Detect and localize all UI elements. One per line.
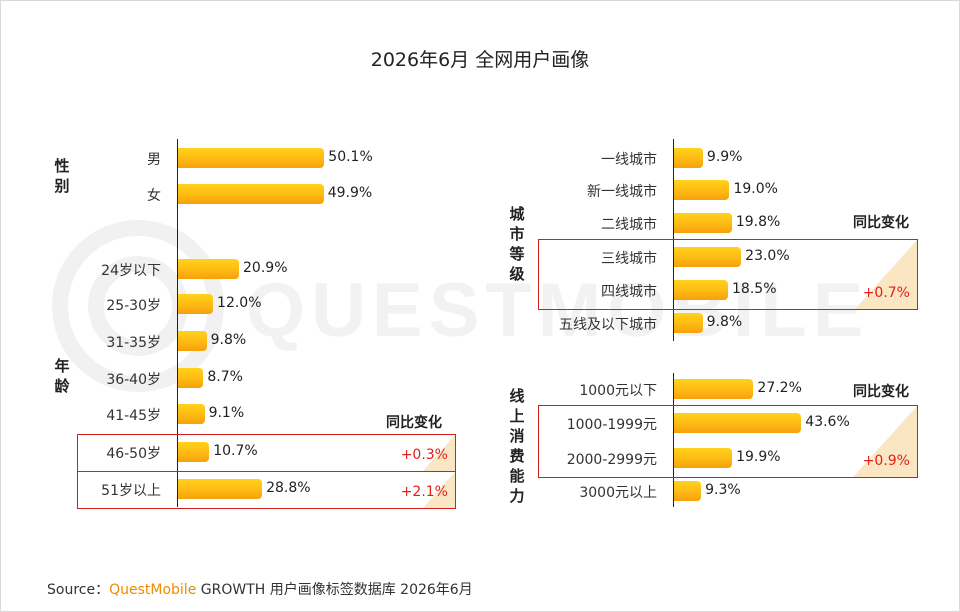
bar-label: 31-35岁 <box>106 335 161 351</box>
bar-label: 一线城市 <box>601 152 657 168</box>
value-label: 10.7% <box>213 443 258 459</box>
bar <box>178 442 210 462</box>
yoy-change: +0.7% <box>862 285 910 301</box>
yoy-header: 同比变化 <box>386 415 442 431</box>
value-label: 12.0% <box>217 295 262 311</box>
bar <box>178 294 214 314</box>
highlight-corner <box>853 406 917 477</box>
bar-label: 1000-1999元 <box>566 417 657 433</box>
value-label: 19.8% <box>735 214 781 230</box>
category-title: 线上消费能力 <box>509 387 525 505</box>
value-label: 18.5% <box>732 281 777 297</box>
value-label: 9.3% <box>705 482 741 498</box>
bar-label: 三线城市 <box>601 251 657 267</box>
highlight-box <box>77 471 456 509</box>
bar-label: 新一线城市 <box>587 184 657 200</box>
value-label: 9.8% <box>706 314 743 330</box>
bar <box>674 247 742 267</box>
bar-label: 24岁以下 <box>101 263 161 279</box>
highlight-corner <box>423 472 455 508</box>
bar <box>178 148 325 168</box>
category-title: 年龄 <box>54 357 70 395</box>
bar <box>674 213 732 233</box>
yoy-change: +0.9% <box>862 453 910 469</box>
bar <box>674 280 729 300</box>
value-label: 9.9% <box>706 149 743 165</box>
bar-label: 46-50岁 <box>106 446 161 462</box>
value-label: 50.1% <box>328 149 373 165</box>
bar <box>178 331 207 351</box>
bar-label: 女 <box>147 188 161 204</box>
bar-label: 二线城市 <box>601 217 657 233</box>
bar <box>178 259 240 279</box>
value-label: 43.6% <box>805 414 850 430</box>
source-brand: QuestMobile <box>109 582 197 598</box>
source-prefix: Source： <box>47 582 110 598</box>
bar <box>178 184 324 204</box>
bar <box>178 404 205 424</box>
bar-label: 25-30岁 <box>106 298 161 314</box>
value-label: 19.0% <box>733 181 778 197</box>
bar <box>178 479 263 499</box>
value-label: 20.9% <box>243 260 288 276</box>
value-label: 27.2% <box>757 380 802 396</box>
bar <box>674 481 702 501</box>
source-rest: GROWTH 用户画像标签数据库 2026年6月 <box>196 582 473 598</box>
bar-label: 3000元以上 <box>579 485 657 501</box>
value-label: 8.7% <box>207 369 243 385</box>
bar-label: 五线及以下城市 <box>559 317 657 333</box>
yoy-change: +2.1% <box>400 484 448 500</box>
bar <box>178 368 204 388</box>
bar <box>674 413 802 433</box>
bar <box>674 379 754 399</box>
axis-line <box>673 139 674 341</box>
bar-label: 51岁以上 <box>101 483 161 499</box>
value-label: 49.9% <box>327 185 373 201</box>
value-label: 9.1% <box>208 405 245 421</box>
bar-label: 1000元以下 <box>579 383 657 399</box>
highlight-corner <box>855 240 917 309</box>
yoy-header: 同比变化 <box>853 215 909 231</box>
bar-label: 41-45岁 <box>106 408 161 424</box>
bar-label: 男 <box>147 152 161 168</box>
bar <box>674 448 733 468</box>
bar-label: 2000-2999元 <box>566 452 657 468</box>
bar-label: 四线城市 <box>601 284 657 300</box>
source-note: Source：QuestMobile GROWTH 用户画像标签数据库 2026… <box>47 579 473 599</box>
highlight-box <box>538 239 918 310</box>
bar <box>674 180 730 200</box>
value-label: 9.8% <box>210 332 247 348</box>
highlight-corner <box>423 435 455 471</box>
category-title: 城市等级 <box>509 205 525 283</box>
yoy-header: 同比变化 <box>853 384 909 400</box>
chart-title: 2026年6月 全网用户画像 <box>370 49 590 71</box>
axis-line <box>177 139 178 507</box>
category-title: 性别 <box>54 157 70 195</box>
value-label: 28.8% <box>266 480 311 496</box>
yoy-change: +0.3% <box>400 447 448 463</box>
axis-line <box>673 373 674 507</box>
bar <box>674 148 703 168</box>
bar-label: 36-40岁 <box>106 372 161 388</box>
bar <box>674 313 703 333</box>
highlight-box <box>77 434 456 472</box>
value-label: 19.9% <box>736 449 781 465</box>
highlight-box <box>538 405 918 478</box>
value-label: 23.0% <box>745 248 790 264</box>
